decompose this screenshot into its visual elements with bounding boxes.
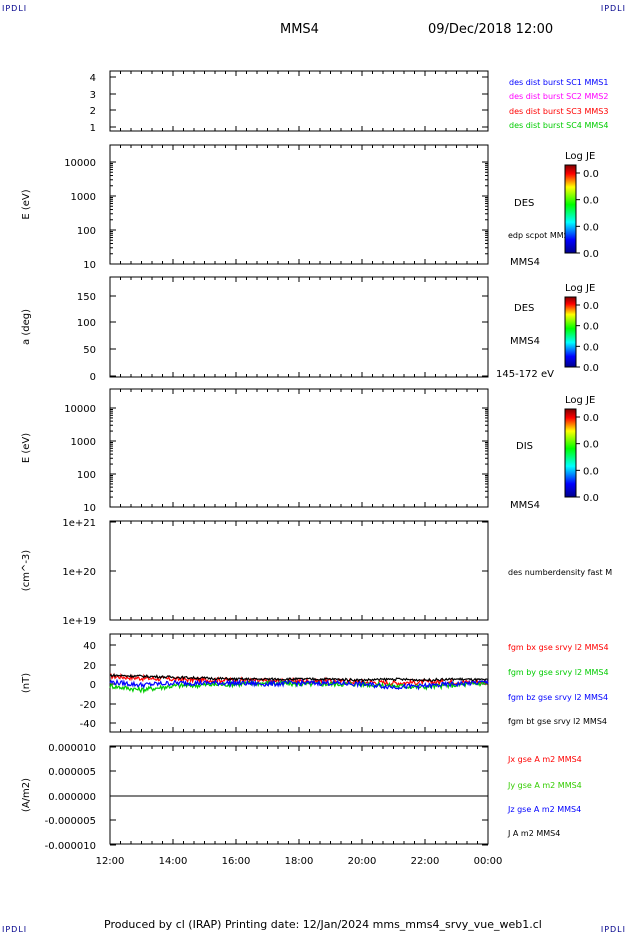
right-label: Jz gse A m2 MMS4 xyxy=(507,805,581,814)
y-tick-label: -20 xyxy=(80,700,96,711)
y-axis-label: E (eV) xyxy=(21,433,32,463)
multi-panel-chart: 4 3 2 1 des dist burst SC1 MMS1 des dist burs… xyxy=(21,70,612,867)
footer-text: Produced by cl (IRAP) Printing date: 12/… xyxy=(104,918,542,931)
x-tick-label: 16:00 xyxy=(222,856,251,867)
colorbar-tick-label: 0.0 xyxy=(583,363,599,374)
right-label: DES xyxy=(514,303,534,314)
y-tick-label: 0.000010 xyxy=(48,743,96,754)
right-label: edp scpot MMS4 xyxy=(508,231,574,240)
y-tick-label: 100 xyxy=(77,470,96,481)
y-tick-label: -40 xyxy=(80,719,96,730)
right-label: Jx gse A m2 MMS4 xyxy=(507,755,582,764)
y-tick-label: -0.000005 xyxy=(45,816,96,827)
y-axis-label: a (deg) xyxy=(21,309,32,345)
x-tick-label: 14:00 xyxy=(159,856,188,867)
spacecraft-title: MMS4 xyxy=(280,22,319,37)
colorbar-tick-label: 0.0 xyxy=(583,169,599,180)
corner-mark-top-right: IPDLI xyxy=(600,4,626,13)
x-tick-label: 20:00 xyxy=(348,856,377,867)
right-label: des dist burst SC2 MMS2 xyxy=(509,92,608,101)
panel-frame-1 xyxy=(109,144,489,265)
y-tick-label: 0.000000 xyxy=(48,792,96,803)
y-tick-label: 100 xyxy=(77,318,96,329)
y-tick-label: 3 xyxy=(90,90,96,101)
x-tick-label: 18:00 xyxy=(285,856,314,867)
datetime-title: 09/Dec/2018 12:00 xyxy=(428,22,554,37)
colorbar-title: Log JE xyxy=(565,395,595,406)
right-label: MMS4 xyxy=(510,500,540,511)
x-tick-label: 12:00 xyxy=(96,856,125,867)
right-label: fgm bt gse srvy l2 MMS4 xyxy=(508,717,607,726)
fgm-series-line xyxy=(109,678,489,691)
y-tick-label: 150 xyxy=(77,292,96,303)
right-label: des dist burst SC1 MMS1 xyxy=(509,78,608,87)
y-tick-label: 2 xyxy=(90,106,96,117)
y-tick-label: 10000 xyxy=(64,404,96,415)
y-tick-label: 1000 xyxy=(71,437,96,448)
y-tick-label: 100 xyxy=(77,226,96,237)
right-label: fgm bz gse srvy l2 MMS4 xyxy=(508,693,608,702)
panel-frame-4 xyxy=(109,520,489,621)
y-tick-label: 1e+21 xyxy=(62,518,96,529)
y-tick-label: 0.000005 xyxy=(48,767,96,778)
colorbar-tick-label: 0.0 xyxy=(583,342,599,353)
y-tick-label: 4 xyxy=(90,73,96,84)
colorbar xyxy=(564,296,577,368)
colorbar-tick-label: 0.0 xyxy=(583,413,599,424)
colorbar xyxy=(564,408,577,498)
y-tick-label: 0 xyxy=(90,680,96,691)
colorbar-tick-label: 0.0 xyxy=(583,493,599,504)
colorbar-tick-label: 0.0 xyxy=(583,466,599,477)
y-axis-label: (cm^-3) xyxy=(21,550,32,591)
y-tick-label: 40 xyxy=(83,641,96,652)
colorbar-tick-label: 0.0 xyxy=(583,249,599,260)
right-label: 145-172 eV xyxy=(496,369,554,380)
colorbar-tick-label: 0.0 xyxy=(583,301,599,312)
corner-mark-bottom-right: IPDLI xyxy=(600,925,626,934)
y-axis-label: (nT) xyxy=(21,673,32,693)
colorbar-tick-label: 0.0 xyxy=(583,222,599,233)
right-label: DES xyxy=(514,198,534,209)
y-tick-label: 20 xyxy=(83,661,96,672)
colorbar-tick-label: 0.0 xyxy=(583,440,599,451)
colorbar-title: Log JE xyxy=(565,283,595,294)
y-tick-label: 50 xyxy=(83,345,96,356)
right-label: DIS xyxy=(516,441,533,452)
y-tick-label: 10000 xyxy=(64,158,96,169)
y-axis-label: (A/m2) xyxy=(21,778,32,812)
y-tick-label: -0.000010 xyxy=(45,841,96,852)
right-label: fgm bx gse srvy l2 MMS4 xyxy=(508,643,609,652)
corner-mark-bottom-left: IPDLI xyxy=(2,925,28,934)
corner-mark-top-left: IPDLI xyxy=(2,4,28,13)
y-tick-label: 1000 xyxy=(71,192,96,203)
y-tick-label: 1e+20 xyxy=(62,567,96,578)
panel-frame-6 xyxy=(109,745,489,845)
y-axis-label: E (eV) xyxy=(21,189,32,219)
right-label: des dist burst SC3 MMS3 xyxy=(509,107,608,116)
right-label: MMS4 xyxy=(510,257,540,268)
colorbar-title: Log JE xyxy=(565,151,595,162)
right-label: des dist burst SC4 MMS4 xyxy=(509,121,608,130)
right-label: des numberdensity fast M xyxy=(508,568,612,577)
colorbar-tick-label: 0.0 xyxy=(583,322,599,333)
colorbar xyxy=(564,164,577,254)
panel-frame-3 xyxy=(109,388,489,508)
x-tick-label: 22:00 xyxy=(411,856,440,867)
y-tick-label: 10 xyxy=(83,503,96,514)
right-label: MMS4 xyxy=(510,336,540,347)
y-tick-label: 1e+19 xyxy=(62,616,96,627)
y-tick-label: 0 xyxy=(90,372,96,383)
y-tick-label: 10 xyxy=(83,260,96,271)
y-tick-label: 1 xyxy=(90,123,96,134)
x-tick-label: 00:00 xyxy=(474,856,503,867)
fgm-series-line xyxy=(109,673,489,683)
colorbar-tick-label: 0.0 xyxy=(583,196,599,207)
right-label: fgm by gse srvy l2 MMS4 xyxy=(508,668,609,677)
right-label: J A m2 MMS4 xyxy=(507,829,560,838)
panel-frame-0 xyxy=(109,70,489,132)
right-label: Jy gse A m2 MMS4 xyxy=(507,781,582,790)
panel-frame-2 xyxy=(109,276,489,378)
